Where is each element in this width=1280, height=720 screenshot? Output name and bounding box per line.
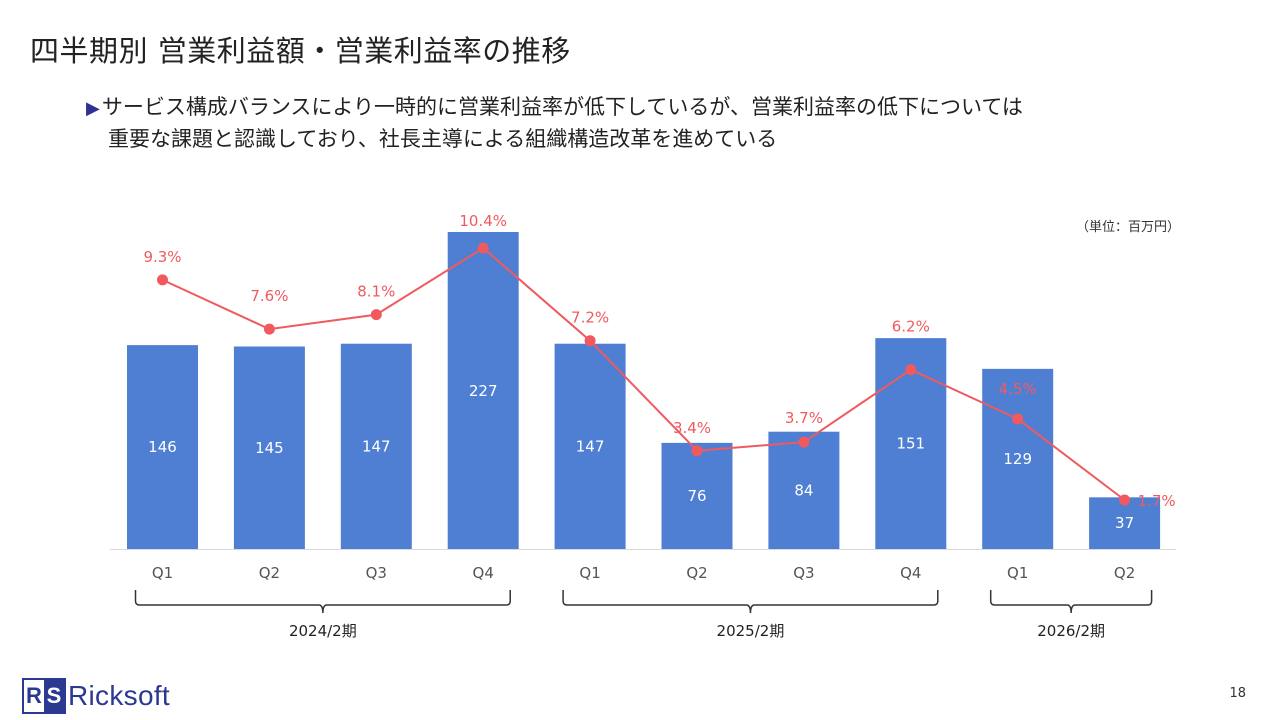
bar-value-label: 147: [362, 437, 391, 455]
period-bracket: [989, 590, 1153, 614]
rate-point: [584, 335, 596, 347]
triangle-bullet-icon: ▶: [86, 98, 100, 119]
page-title: 四半期別 営業利益額・営業利益率の推移: [30, 34, 571, 68]
x-tick-label: Q2: [686, 564, 707, 582]
bar: [233, 346, 305, 549]
rate-data-label: 10.4%: [459, 212, 507, 230]
rate-point: [1012, 413, 1024, 425]
bar-value-label: 37: [1115, 514, 1134, 532]
bar-value-label: 84: [794, 481, 813, 499]
period-bracket: [562, 590, 939, 614]
rate-data-label: 7.2%: [571, 309, 609, 327]
x-tick-label: Q4: [473, 564, 494, 582]
bar: [1089, 497, 1161, 549]
bar-value-label: 76: [687, 487, 706, 505]
rate-data-label: 9.3%: [143, 248, 181, 266]
rate-data-label: 3.7%: [785, 409, 823, 427]
logo-mark-s: S: [44, 680, 64, 712]
x-tick-label: Q2: [1114, 564, 1135, 582]
rate-line: [162, 246, 1126, 501]
rate-data-label: 1.7%: [1138, 492, 1176, 510]
rate-point: [691, 445, 703, 457]
x-tick-label: Q1: [152, 564, 173, 582]
x-tick-label: Q1: [1007, 564, 1028, 582]
bar: [768, 431, 840, 549]
bar: [661, 442, 733, 549]
x-tick-label: Q2: [259, 564, 280, 582]
logo-mark-r: R: [26, 683, 42, 708]
rate-point: [157, 274, 168, 286]
bar-value-label: 147: [576, 437, 605, 455]
rate-data-label: 4.5%: [999, 380, 1037, 398]
bar-value-label: 146: [148, 438, 177, 456]
company-logo: R S Ricksoft: [22, 678, 170, 714]
period-label: 2025/2期: [717, 622, 785, 640]
logo-mark: R S: [22, 678, 66, 714]
rate-data-label: 6.2%: [892, 318, 930, 336]
bar: [447, 232, 519, 549]
summary-bullet: ▶サービス構成バランスにより一時的に営業利益率が低下しているが、営業利益率の低下…: [86, 92, 1206, 154]
rate-point: [798, 436, 810, 448]
logo-text: Ricksoft: [68, 680, 170, 711]
rate-data-label: 8.1%: [357, 283, 395, 301]
rate-data-label: 7.6%: [250, 287, 288, 305]
period-label: 2026/2期: [1037, 622, 1105, 640]
summary-line-1: サービス構成バランスにより一時的に営業利益率が低下しているが、営業利益率の低下に…: [101, 95, 1023, 119]
rate-point: [370, 309, 382, 321]
period-label: 2024/2期: [289, 622, 357, 640]
bar: [127, 345, 198, 549]
x-tick-label: Q3: [793, 564, 814, 582]
page-number: 18: [1229, 686, 1246, 701]
x-tick-label: Q3: [366, 564, 387, 582]
rate-data-label: 3.4%: [673, 419, 711, 437]
rate-point: [1119, 494, 1131, 506]
summary-line-2: 重要な課題と認識しており、社長主導による組織構造改革を進めている: [108, 127, 778, 151]
bar-value-label: 129: [1003, 450, 1032, 468]
x-tick-label: Q4: [900, 564, 921, 582]
rate-point: [905, 364, 917, 376]
bar: [554, 343, 626, 549]
x-tick-label: Q1: [579, 564, 600, 582]
bar: [982, 368, 1054, 549]
bar-value-label: 145: [255, 439, 284, 457]
bar-value-label: 227: [469, 382, 498, 400]
rate-point: [477, 242, 489, 254]
period-bracket: [134, 590, 511, 614]
bar: [340, 343, 412, 549]
unit-label: （単位：百万円）: [1075, 220, 1180, 235]
bar-value-label: 151: [896, 435, 925, 453]
rate-point: [263, 323, 275, 335]
